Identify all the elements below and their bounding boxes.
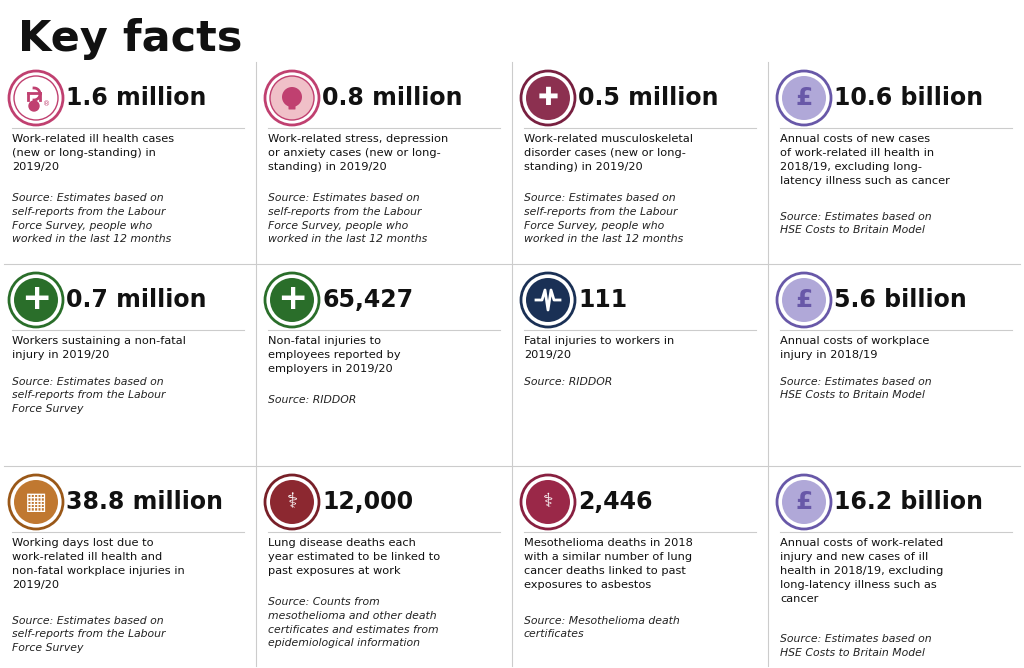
Text: ⚕: ⚕ — [543, 492, 553, 512]
Text: ✚: ✚ — [538, 86, 558, 110]
Text: 1.6 million: 1.6 million — [66, 86, 207, 110]
Text: Working days lost due to
work-related ill health and
non-fatal workplace injurie: Working days lost due to work-related il… — [12, 538, 184, 590]
Text: 111: 111 — [578, 288, 627, 312]
Circle shape — [14, 76, 58, 120]
Text: ▦: ▦ — [25, 490, 47, 514]
Text: £: £ — [796, 490, 813, 514]
Text: Workers sustaining a non-fatal
injury in 2019/20: Workers sustaining a non-fatal injury in… — [12, 336, 186, 360]
Circle shape — [29, 101, 39, 111]
Text: Source: Estimates based on
self-reports from the Labour
Force Survey, people who: Source: Estimates based on self-reports … — [12, 193, 171, 244]
Circle shape — [782, 480, 826, 524]
Text: 5.6 billion: 5.6 billion — [834, 288, 967, 312]
Text: 12,000: 12,000 — [322, 490, 413, 514]
Text: Annual costs of work-related
injury and new cases of ill
health in 2018/19, excl: Annual costs of work-related injury and … — [780, 538, 943, 604]
Text: Source: Estimates based on
self-reports from the Labour
Force Survey: Source: Estimates based on self-reports … — [12, 616, 166, 653]
Text: 38.8 million: 38.8 million — [66, 490, 223, 514]
Text: £: £ — [796, 288, 813, 312]
Text: Source: Estimates based on
HSE Costs to Britain Model: Source: Estimates based on HSE Costs to … — [780, 212, 932, 235]
Text: 0.5 million: 0.5 million — [578, 86, 719, 110]
Circle shape — [270, 278, 314, 322]
Text: 10.6 billion: 10.6 billion — [834, 86, 983, 110]
Text: Key facts: Key facts — [18, 18, 243, 60]
Text: Source: Counts from
mesothelioma and other death
certificates and estimates from: Source: Counts from mesothelioma and oth… — [268, 597, 438, 648]
Text: +: + — [276, 282, 307, 316]
FancyBboxPatch shape — [289, 100, 296, 110]
Text: 0.8 million: 0.8 million — [322, 86, 463, 110]
Text: Source: Estimates based on
self-reports from the Labour
Force Survey, people who: Source: Estimates based on self-reports … — [268, 193, 427, 244]
Text: Source: Estimates based on
self-reports from the Labour
Force Survey: Source: Estimates based on self-reports … — [12, 377, 166, 414]
Circle shape — [526, 278, 570, 322]
Text: Work-related stress, depression
or anxiety cases (new or long-
standing) in 2019: Work-related stress, depression or anxie… — [268, 134, 449, 172]
Text: Work-related ill health cases
(new or long-standing) in
2019/20: Work-related ill health cases (new or lo… — [12, 134, 174, 172]
Text: Lung disease deaths each
year estimated to be linked to
past exposures at work: Lung disease deaths each year estimated … — [268, 538, 440, 576]
Text: Work-related musculoskeletal
disorder cases (new or long-
standing) in 2019/20: Work-related musculoskeletal disorder ca… — [524, 134, 693, 172]
Text: 0.7 million: 0.7 million — [66, 288, 207, 312]
Circle shape — [782, 278, 826, 322]
Text: 65,427: 65,427 — [322, 288, 413, 312]
Text: Source: Estimates based on
self-reports from the Labour
Force Survey, people who: Source: Estimates based on self-reports … — [524, 193, 683, 244]
Text: Source: RIDDOR: Source: RIDDOR — [524, 377, 612, 387]
Text: ⚕: ⚕ — [287, 492, 298, 512]
Text: Mesothelioma deaths in 2018
with a similar number of lung
cancer deaths linked t: Mesothelioma deaths in 2018 with a simil… — [524, 538, 693, 590]
Text: 2,446: 2,446 — [578, 490, 652, 514]
Circle shape — [14, 480, 58, 524]
Text: Source: Mesothelioma death
certificates: Source: Mesothelioma death certificates — [524, 616, 680, 639]
Circle shape — [526, 480, 570, 524]
Text: 16.2 billion: 16.2 billion — [834, 490, 983, 514]
Text: Source: Estimates based on
HSE Costs to Britain Model: Source: Estimates based on HSE Costs to … — [780, 634, 932, 658]
Circle shape — [270, 480, 314, 524]
Text: Fatal injuries to workers in
2019/20: Fatal injuries to workers in 2019/20 — [524, 336, 674, 360]
Text: ®: ® — [43, 101, 50, 107]
Circle shape — [782, 76, 826, 120]
Text: Source: RIDDOR: Source: RIDDOR — [268, 395, 356, 405]
Text: Annual costs of workplace
injury in 2018/19: Annual costs of workplace injury in 2018… — [780, 336, 930, 360]
Circle shape — [282, 87, 302, 107]
Circle shape — [526, 76, 570, 120]
Text: £: £ — [796, 86, 813, 110]
Circle shape — [270, 76, 314, 120]
Text: Annual costs of new cases
of work-related ill health in
2018/19, excluding long-: Annual costs of new cases of work-relate… — [780, 134, 950, 186]
Circle shape — [14, 278, 58, 322]
Text: Source: Estimates based on
HSE Costs to Britain Model: Source: Estimates based on HSE Costs to … — [780, 377, 932, 401]
Text: Non-fatal injuries to
employees reported by
employers in 2019/20: Non-fatal injuries to employees reported… — [268, 336, 400, 374]
Text: +: + — [20, 282, 51, 316]
